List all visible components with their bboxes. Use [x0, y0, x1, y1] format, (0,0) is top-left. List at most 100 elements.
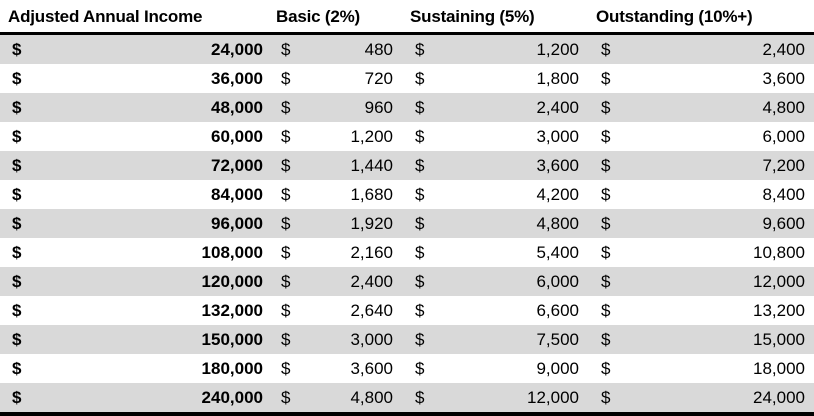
currency-symbol: $: [601, 126, 611, 146]
currency-symbol: $: [601, 184, 611, 204]
currency-symbol: $: [12, 358, 22, 378]
outstanding-cell[interactable]: $ 18,000: [588, 354, 814, 383]
basic-cell[interactable]: $ 720: [268, 64, 402, 93]
sustaining-value: 12,000: [527, 387, 579, 407]
basic-cell[interactable]: $ 2,400: [268, 267, 402, 296]
currency-symbol: $: [281, 97, 291, 117]
basic-cell[interactable]: $ 1,200: [268, 122, 402, 151]
income-value: 24,000: [211, 39, 263, 59]
income-cell[interactable]: $ 84,000: [0, 180, 268, 209]
income-cell[interactable]: $ 120,000: [0, 267, 268, 296]
income-cell[interactable]: $ 24,000: [0, 34, 268, 65]
sustaining-cell[interactable]: $ 1,800: [402, 64, 588, 93]
table-row: $ 60,000 $ 1,200 $ 3,000 $ 6,000: [0, 122, 814, 151]
income-cell[interactable]: $ 48,000: [0, 93, 268, 122]
outstanding-cell[interactable]: $ 12,000: [588, 267, 814, 296]
currency-symbol: $: [12, 271, 22, 291]
basic-cell[interactable]: $ 960: [268, 93, 402, 122]
currency-symbol: $: [281, 126, 291, 146]
basic-value: 720: [364, 68, 393, 88]
outstanding-cell[interactable]: $ 8,400: [588, 180, 814, 209]
basic-cell[interactable]: $ 1,440: [268, 151, 402, 180]
col-header-outstanding[interactable]: Outstanding (10%+): [588, 0, 814, 35]
basic-cell[interactable]: $ 3,000: [268, 325, 402, 354]
sustaining-cell[interactable]: $ 7,500: [402, 325, 588, 354]
basic-value: 3,000: [350, 329, 393, 349]
sustaining-cell[interactable]: $ 12,000: [402, 383, 588, 416]
income-value: 36,000: [211, 68, 263, 88]
currency-symbol: $: [12, 213, 22, 233]
income-cell[interactable]: $ 240,000: [0, 383, 268, 416]
table-row: $ 36,000 $ 720 $ 1,800 $ 3,600: [0, 64, 814, 93]
sustaining-cell[interactable]: $ 1,200: [402, 34, 588, 65]
outstanding-value: 12,000: [753, 271, 805, 291]
outstanding-cell[interactable]: $ 10,800: [588, 238, 814, 267]
income-cell[interactable]: $ 132,000: [0, 296, 268, 325]
outstanding-cell[interactable]: $ 6,000: [588, 122, 814, 151]
basic-cell[interactable]: $ 2,160: [268, 238, 402, 267]
income-value: 72,000: [211, 155, 263, 175]
income-cell[interactable]: $ 96,000: [0, 209, 268, 238]
basic-value: 2,640: [350, 300, 393, 320]
income-cell[interactable]: $ 72,000: [0, 151, 268, 180]
basic-cell[interactable]: $ 3,600: [268, 354, 402, 383]
basic-value: 960: [364, 97, 393, 117]
outstanding-cell[interactable]: $ 3,600: [588, 64, 814, 93]
currency-symbol: $: [415, 387, 425, 407]
basic-cell[interactable]: $ 480: [268, 34, 402, 65]
sustaining-value: 5,400: [536, 242, 579, 262]
outstanding-cell[interactable]: $ 13,200: [588, 296, 814, 325]
table-row: $ 132,000 $ 2,640 $ 6,600 $ 13,200: [0, 296, 814, 325]
outstanding-cell[interactable]: $ 2,400: [588, 34, 814, 65]
income-value: 48,000: [211, 97, 263, 117]
income-value: 180,000: [201, 358, 263, 378]
table-row: $ 84,000 $ 1,680 $ 4,200 $ 8,400: [0, 180, 814, 209]
outstanding-value: 2,400: [762, 39, 805, 59]
basic-value: 1,200: [350, 126, 393, 146]
outstanding-cell[interactable]: $ 15,000: [588, 325, 814, 354]
income-cell[interactable]: $ 36,000: [0, 64, 268, 93]
sustaining-value: 6,000: [536, 271, 579, 291]
basic-cell[interactable]: $ 1,680: [268, 180, 402, 209]
currency-symbol: $: [415, 213, 425, 233]
outstanding-value: 24,000: [753, 387, 805, 407]
sustaining-cell[interactable]: $ 2,400: [402, 93, 588, 122]
sustaining-cell[interactable]: $ 6,600: [402, 296, 588, 325]
basic-value: 2,160: [350, 242, 393, 262]
outstanding-cell[interactable]: $ 24,000: [588, 383, 814, 416]
col-header-basic[interactable]: Basic (2%): [268, 0, 402, 35]
sustaining-cell[interactable]: $ 9,000: [402, 354, 588, 383]
outstanding-cell[interactable]: $ 9,600: [588, 209, 814, 238]
currency-symbol: $: [415, 126, 425, 146]
sustaining-value: 1,800: [536, 68, 579, 88]
income-cell[interactable]: $ 108,000: [0, 238, 268, 267]
income-cell[interactable]: $ 150,000: [0, 325, 268, 354]
currency-symbol: $: [281, 184, 291, 204]
basic-cell[interactable]: $ 2,640: [268, 296, 402, 325]
outstanding-value: 15,000: [753, 329, 805, 349]
basic-value: 2,400: [350, 271, 393, 291]
sustaining-cell[interactable]: $ 3,000: [402, 122, 588, 151]
currency-symbol: $: [281, 358, 291, 378]
currency-symbol: $: [601, 68, 611, 88]
table-row: $ 150,000 $ 3,000 $ 7,500 $ 15,000: [0, 325, 814, 354]
currency-symbol: $: [281, 387, 291, 407]
sustaining-value: 7,500: [536, 329, 579, 349]
basic-cell[interactable]: $ 1,920: [268, 209, 402, 238]
outstanding-cell[interactable]: $ 7,200: [588, 151, 814, 180]
col-header-sustaining[interactable]: Sustaining (5%): [402, 0, 588, 35]
income-value: 60,000: [211, 126, 263, 146]
sustaining-cell[interactable]: $ 4,800: [402, 209, 588, 238]
col-header-income[interactable]: Adjusted Annual Income: [0, 0, 268, 35]
income-cell[interactable]: $ 180,000: [0, 354, 268, 383]
currency-symbol: $: [12, 155, 22, 175]
sustaining-cell[interactable]: $ 5,400: [402, 238, 588, 267]
basic-cell[interactable]: $ 4,800: [268, 383, 402, 416]
outstanding-value: 4,800: [762, 97, 805, 117]
sustaining-cell[interactable]: $ 3,600: [402, 151, 588, 180]
outstanding-cell[interactable]: $ 4,800: [588, 93, 814, 122]
currency-symbol: $: [601, 387, 611, 407]
sustaining-cell[interactable]: $ 4,200: [402, 180, 588, 209]
income-cell[interactable]: $ 60,000: [0, 122, 268, 151]
sustaining-cell[interactable]: $ 6,000: [402, 267, 588, 296]
